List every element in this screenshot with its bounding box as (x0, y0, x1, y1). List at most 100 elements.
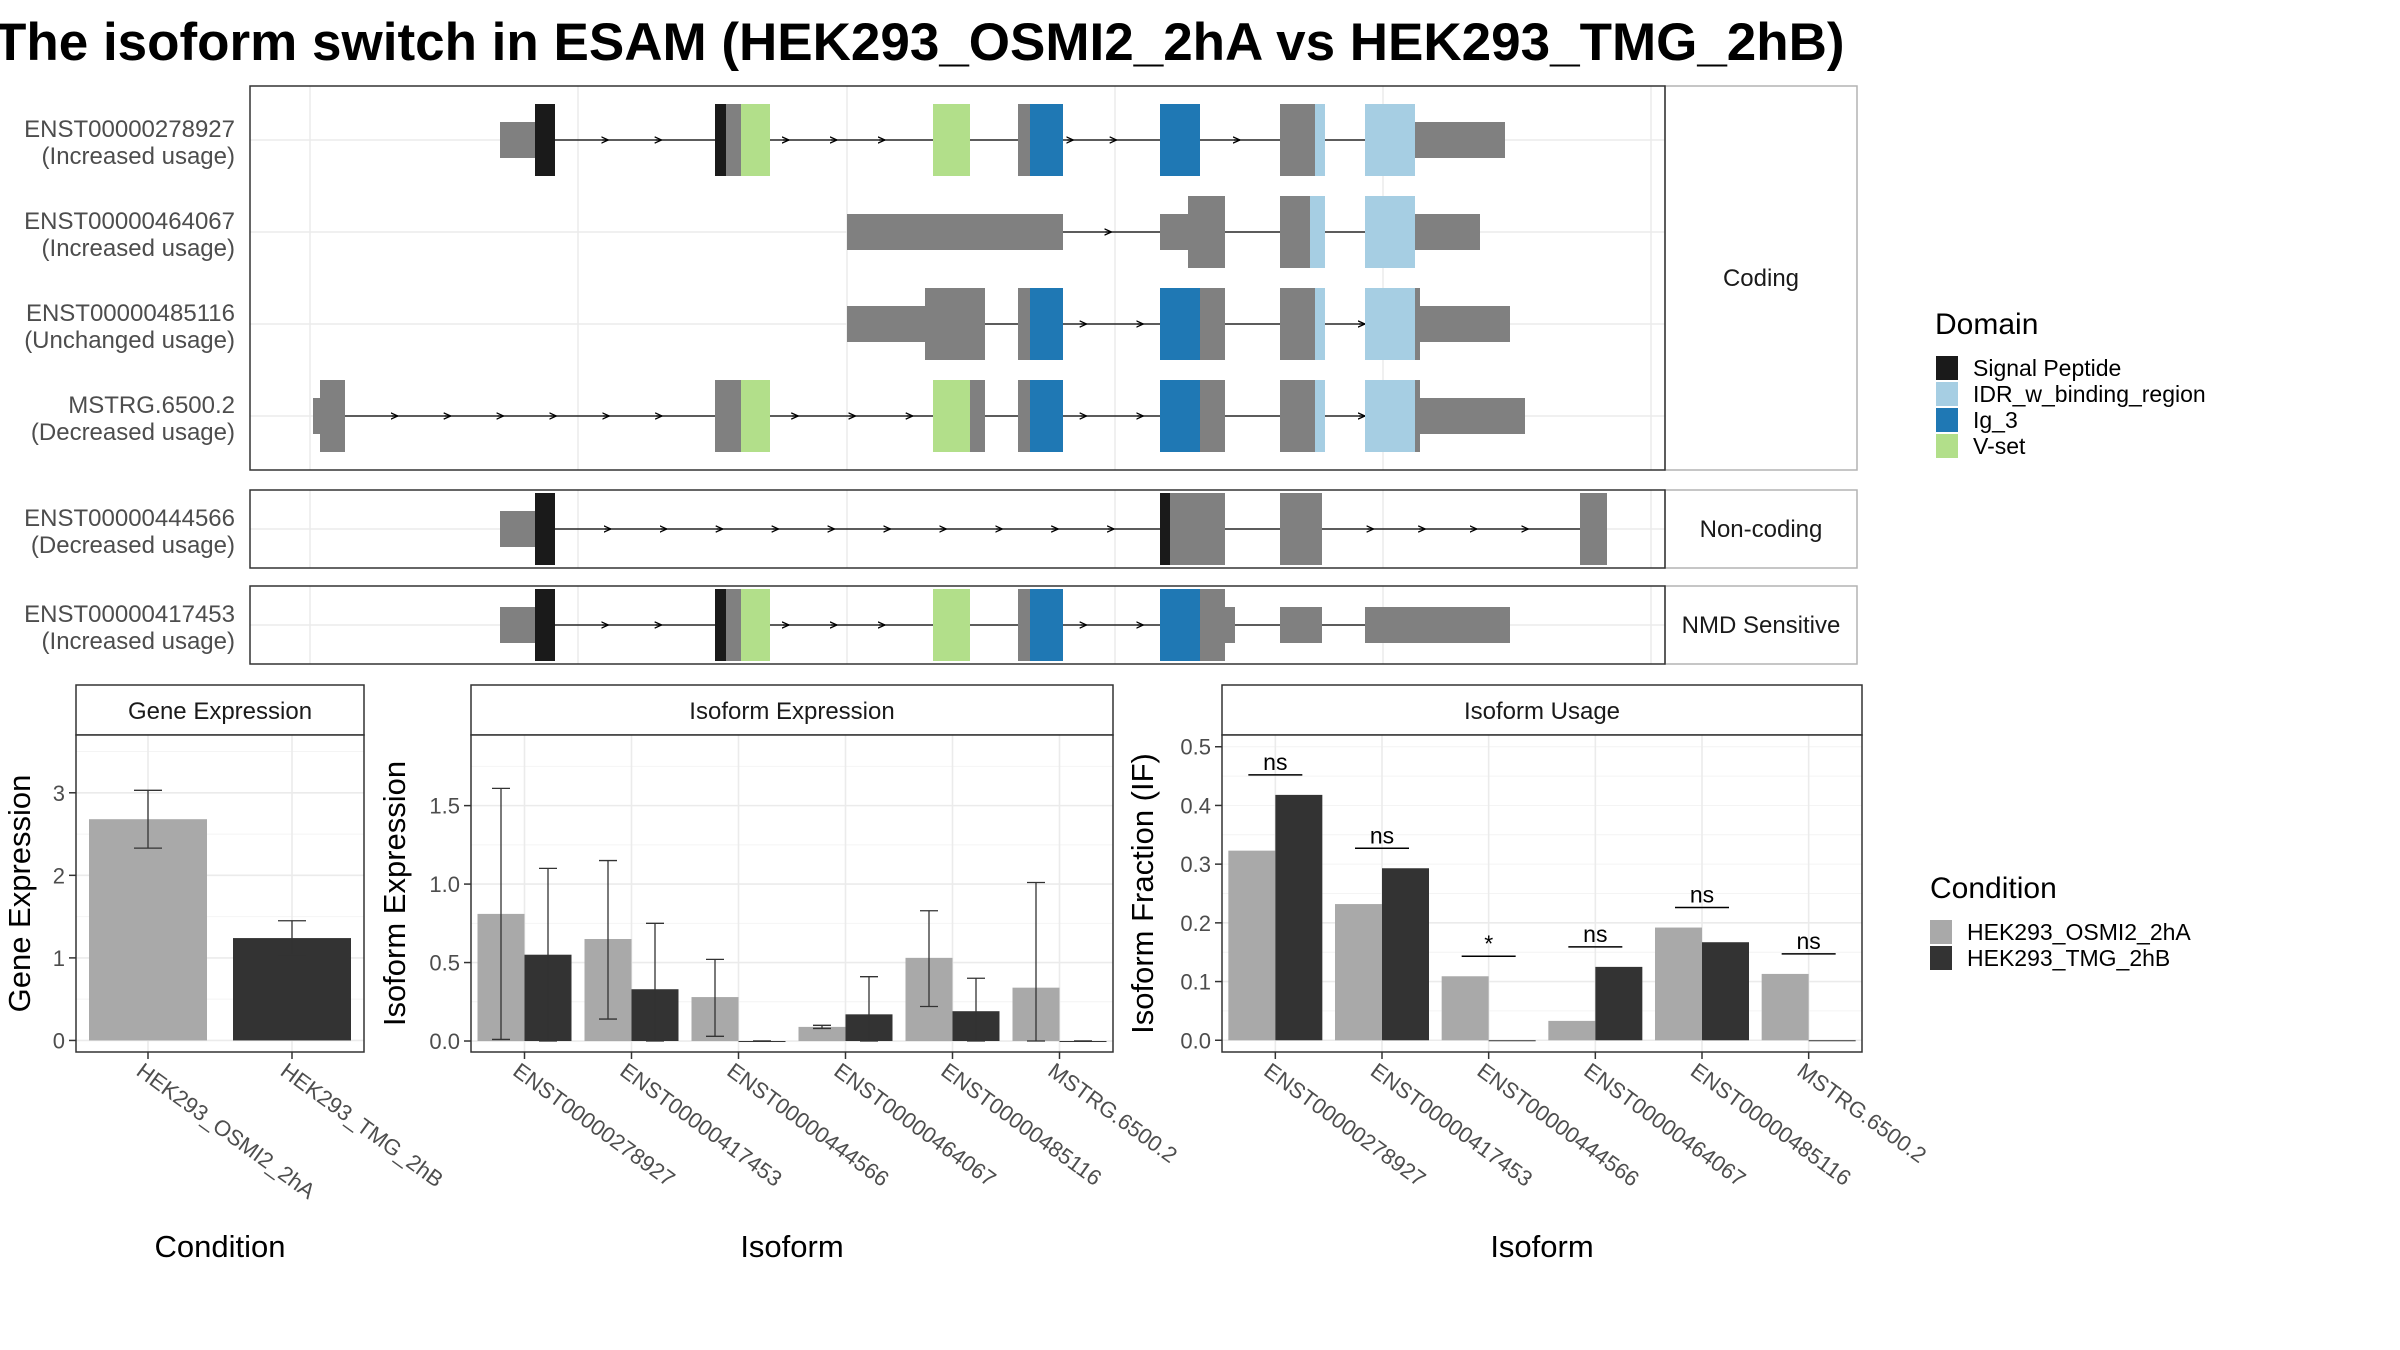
bar (1228, 850, 1276, 1041)
bar (1595, 966, 1643, 1041)
bar (1655, 927, 1702, 1041)
panel-border (249, 85, 1666, 471)
domain-ig-3 (1160, 288, 1200, 360)
legend-key-v-set (1936, 434, 1958, 458)
significance-label: ns (1263, 749, 1287, 775)
transcript-usage-label: (Decreased usage) (31, 419, 235, 446)
utr-exon (1280, 607, 1322, 643)
utr-exon (847, 214, 1063, 250)
coding-exon (320, 380, 345, 452)
page-title: The isoform switch in ESAM (HEK293_OSMI2… (0, 13, 1845, 72)
utr-exon (1225, 607, 1235, 643)
significance-label: * (1484, 930, 1493, 956)
utr-exon (313, 398, 320, 434)
bar (1702, 942, 1749, 1041)
domain-signal-peptide (535, 493, 555, 565)
bar (1548, 1020, 1596, 1041)
x-axis-title: Condition (155, 1229, 286, 1264)
bar (89, 819, 207, 1041)
coding-exon (1200, 288, 1225, 360)
coding-exon (1280, 288, 1315, 360)
transcript-id-label: ENST00000485116 (26, 300, 235, 327)
domain-ig-3 (1030, 589, 1063, 661)
domain-idr-w-binding-region (1365, 104, 1415, 176)
bar-panel-gene-expression: Gene Expression0123HEK293_OSMI2_2hAHEK29… (2, 684, 448, 1264)
transcript-id-label: ENST00000417453 (24, 601, 235, 628)
y-tick-label: 1 (53, 946, 65, 971)
y-tick-label: 0 (53, 1028, 65, 1053)
domain-ig-3 (1030, 380, 1063, 452)
transcript-ENST00000444566: ENST00000444566(Decreased usage) (24, 493, 1607, 565)
coding-exon (925, 288, 985, 360)
utr-exon (1160, 214, 1188, 250)
coding-exon (1018, 104, 1030, 176)
significance-label: ns (1797, 928, 1821, 954)
plot-border (1221, 734, 1863, 1053)
coding-exon (1280, 380, 1315, 452)
facet-strip (1664, 85, 1858, 471)
y-tick-label: 0.0 (429, 1029, 460, 1054)
domain-ig-3 (1160, 380, 1200, 452)
domain-legend: Domain Signal PeptideIDR_w_binding_region… (1935, 308, 2206, 459)
bar-panel-isoform-expression: Isoform Expression0.00.51.01.5ENST000002… (377, 684, 1182, 1264)
plot-background (471, 735, 1113, 1052)
facet-strip-label: Coding (1723, 265, 1799, 292)
y-tick-label: 1.0 (429, 872, 460, 897)
utr-exon (1420, 306, 1510, 342)
bar-panel-isoform-usage: Isoform Usage 0.0 0.1 0.2 0.3 0.4 0.5 ns ns * ns ns… (1125, 684, 1931, 1264)
y-tick-label: 0.3 (1180, 852, 1211, 877)
condition-legend-title: Condition (1930, 872, 2057, 905)
panel-border (249, 585, 1666, 665)
panel-strip-label: Isoform Expression (689, 698, 894, 725)
domain-idr-w-binding-region (1315, 288, 1325, 360)
utr-exon (1415, 214, 1480, 250)
significance-label: ns (1690, 882, 1714, 908)
coding-exon (1415, 380, 1420, 452)
transcript-id-label: ENST00000444566 (24, 505, 235, 532)
domain-ig-3 (1160, 589, 1200, 661)
utr-exon (1415, 122, 1505, 158)
domain-signal-peptide (715, 589, 726, 661)
transcript-ENST00000464067: ENST00000464067(Increased usage) (24, 196, 1480, 268)
domain-v-set (933, 380, 970, 452)
transcript-id-label: ENST00000464067 (24, 208, 235, 235)
panel-strip (75, 684, 365, 736)
transcript-usage-label: (Decreased usage) (31, 532, 235, 559)
bar (1808, 1040, 1856, 1042)
x-axis-title: Isoform (1490, 1229, 1593, 1264)
domain-signal-peptide (535, 589, 555, 661)
transcript-usage-label: (Unchanged usage) (24, 327, 235, 354)
panel-strip-label: Gene Expression (128, 698, 312, 725)
coding-exon (1200, 589, 1225, 661)
plot-border (75, 734, 365, 1053)
coding-exon (1018, 288, 1030, 360)
utr-exon (500, 122, 535, 158)
legend-key-idr-w-binding-region (1936, 382, 1958, 406)
domain-idr-w-binding-region (1365, 288, 1415, 360)
coding-exon (1580, 493, 1607, 565)
domain-signal-peptide (1160, 493, 1170, 565)
domain-v-set (741, 380, 770, 452)
legend-label: Signal Peptide (1973, 355, 2121, 381)
domain-ig-3 (1030, 104, 1063, 176)
significance-label: ns (1370, 822, 1394, 848)
transcript-usage-label: (Increased usage) (42, 235, 235, 262)
domain-v-set (741, 589, 770, 661)
y-axis-title: Gene Expression (2, 775, 37, 1013)
domain-ig-3 (1160, 104, 1200, 176)
y-tick-label: 0.5 (1180, 735, 1211, 760)
plot-border (470, 734, 1114, 1053)
y-tick-label: 0.2 (1180, 911, 1211, 936)
domain-idr-w-binding-region (1365, 196, 1415, 268)
coding-exon (1018, 380, 1030, 452)
significance-label: ns (1583, 921, 1607, 947)
coding-exon (1200, 380, 1225, 452)
transcript-id-label: ENST00000278927 (24, 116, 235, 143)
x-axis-title: Isoform (740, 1229, 843, 1264)
legend-key-hek293-osmi2-2ha (1930, 920, 1952, 944)
domain-v-set (933, 104, 970, 176)
facet-strip-label: Non-coding (1700, 516, 1823, 543)
domain-signal-peptide (715, 104, 726, 176)
